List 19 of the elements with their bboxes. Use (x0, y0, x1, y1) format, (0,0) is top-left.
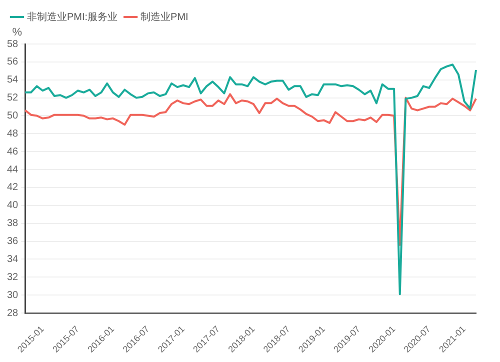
y-tick-label: 38 (7, 218, 19, 230)
y-axis-title: % (12, 26, 22, 39)
legend-label: 非制造业PMI:服务业 (27, 10, 118, 23)
y-tick-label: 40 (7, 200, 19, 212)
y-tick-label: 36 (7, 236, 19, 248)
y-tick-label: 58 (7, 38, 19, 50)
y-tick-label: 48 (7, 128, 19, 140)
y-tick-label: 44 (7, 164, 19, 176)
y-tick-label: 34 (7, 254, 19, 265)
y-tick-label: 28 (7, 308, 19, 319)
y-tick-label: 46 (7, 146, 19, 158)
y-tick-label: 52 (7, 92, 19, 104)
y-tick-label: 32 (7, 272, 19, 283)
y-tick-label: 54 (7, 74, 19, 86)
y-tick-label: 30 (7, 290, 19, 301)
y-tick-label: 56 (7, 56, 19, 68)
y-tick-label: 50 (7, 110, 19, 122)
y-tick-label: 42 (7, 182, 19, 194)
legend-label: 制造业PMI (140, 10, 188, 23)
